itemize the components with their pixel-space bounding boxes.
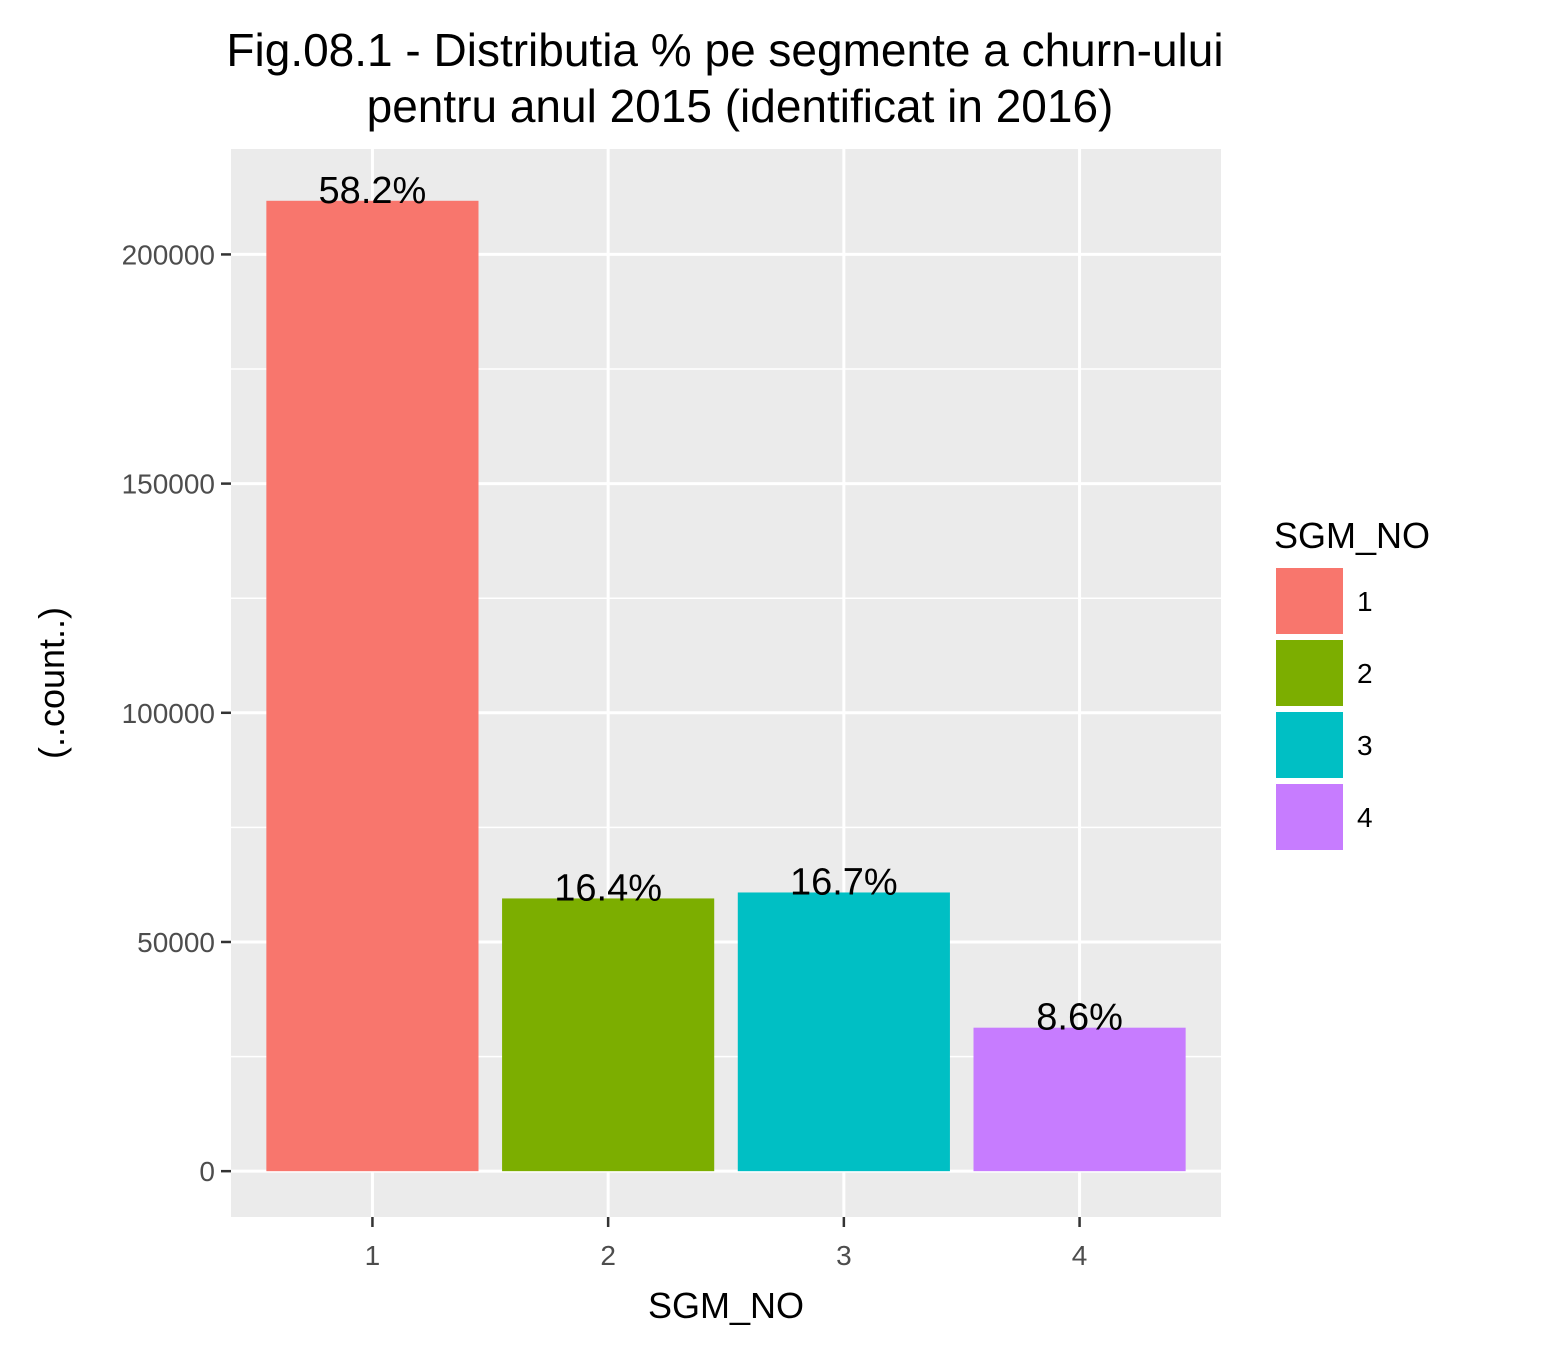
- y-axis: 0 50000 100000 150000 200000: [122, 239, 231, 1187]
- bar-segment-1: [266, 200, 479, 1172]
- legend-label-4: 4: [1357, 802, 1373, 833]
- y-tick-label: 200000: [122, 239, 215, 270]
- x-tick-label: 3: [836, 1240, 852, 1271]
- bar-segment-3: [737, 892, 950, 1172]
- x-tick-label: 2: [600, 1240, 616, 1271]
- x-tick-label: 1: [365, 1240, 381, 1271]
- y-tick-label: 50000: [137, 927, 215, 958]
- bar-segment-4: [973, 1027, 1186, 1172]
- legend-label-1: 1: [1357, 586, 1373, 617]
- legend-label-2: 2: [1357, 658, 1373, 689]
- y-axis-title: (..count..): [31, 607, 72, 759]
- legend-key-3: [1276, 712, 1343, 778]
- y-tick-label: 100000: [122, 698, 215, 729]
- legend-key-2: [1276, 640, 1343, 706]
- legend-key-4: [1276, 784, 1343, 850]
- x-axis: 1 2 3 4: [365, 1217, 1088, 1271]
- data-labels: 58.2% 16.4% 16.7% 8.6%: [319, 170, 1123, 1039]
- legend-label-3: 3: [1357, 730, 1373, 761]
- x-tick-label: 4: [1072, 1240, 1088, 1271]
- x-axis-title: SGM_NO: [648, 1285, 804, 1326]
- bar-value-label-2: 16.4%: [554, 867, 662, 909]
- bars: [266, 200, 1186, 1172]
- bar-value-label-1: 58.2%: [319, 170, 427, 212]
- chart-title-line-1: Fig.08.1 - Distributia % pe segmente a c…: [226, 24, 1223, 76]
- legend: 1 2 3 4: [1276, 568, 1373, 850]
- bar-segment-2: [502, 898, 715, 1172]
- y-tick-label: 0: [199, 1156, 215, 1187]
- legend-title: SGM_NO: [1274, 515, 1430, 556]
- y-tick-label: 150000: [122, 469, 215, 500]
- bar-value-label-4: 8.6%: [1036, 997, 1123, 1039]
- bar-value-label-3: 16.7%: [790, 861, 898, 903]
- chart-title-line-2: pentru anul 2015 (identificat in 2016): [367, 80, 1114, 132]
- legend-key-1: [1276, 568, 1343, 634]
